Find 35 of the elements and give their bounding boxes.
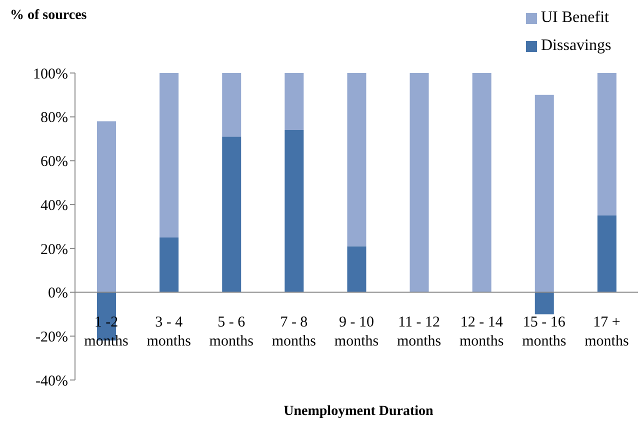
bar — [160, 73, 179, 238]
x-tick-label: 7 - 8 months — [272, 314, 316, 350]
x-tick-label: 12 - 14 months — [460, 314, 504, 350]
bar — [347, 246, 366, 292]
x-tick-label: 3 - 4 months — [146, 314, 192, 350]
y-tick-label: -40% — [36, 373, 68, 390]
bar — [347, 73, 366, 246]
y-tick-label: 80% — [40, 110, 68, 126]
bar — [160, 237, 179, 292]
bar — [97, 121, 116, 292]
x-tick-label: 15 - 16 months — [522, 314, 566, 350]
y-tick-label: 0% — [48, 286, 68, 302]
x-tick-label: 17 + months — [584, 314, 629, 350]
chart-title: % of sources — [10, 8, 87, 24]
y-tick-label: 60% — [40, 154, 68, 170]
bar — [472, 73, 492, 292]
bar — [222, 73, 242, 137]
bar — [222, 136, 242, 292]
bar — [597, 73, 616, 216]
y-tick-label: 20% — [40, 242, 68, 258]
legend-label: Dissavings — [541, 37, 612, 55]
x-tick-label: 9 - 10 months — [334, 314, 379, 350]
legend-label: UI Benefit — [541, 9, 610, 27]
x-tick-label: 5 - 6 months — [209, 314, 254, 350]
y-tick-label: -20% — [36, 329, 68, 346]
bar — [597, 216, 616, 292]
bar — [410, 73, 429, 292]
x-tick-label: 11 - 12 months — [396, 314, 442, 350]
bar — [284, 130, 304, 292]
x-axis-title: Unemployment Duration — [282, 404, 434, 420]
bar — [534, 94, 554, 292]
bar — [284, 73, 304, 130]
y-tick-label: 100% — [33, 66, 68, 82]
y-tick-label: 40% — [40, 198, 68, 214]
bar — [534, 292, 554, 314]
